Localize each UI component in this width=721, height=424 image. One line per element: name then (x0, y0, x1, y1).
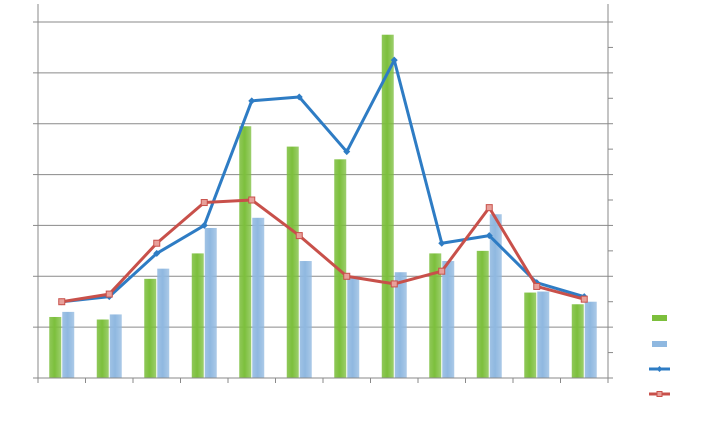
data-point (343, 272, 351, 280)
line-series (58, 56, 588, 306)
bar (429, 253, 442, 378)
data-point (438, 267, 446, 275)
bar (299, 261, 312, 378)
data-point (343, 148, 351, 156)
bar (571, 304, 584, 378)
legend-marker (656, 391, 663, 397)
data-point (200, 199, 208, 207)
data-point (153, 249, 161, 257)
bar (442, 261, 455, 378)
series-line (61, 58, 585, 304)
bar (62, 311, 75, 378)
data-point (295, 93, 303, 101)
data-point (295, 232, 303, 240)
bar (584, 301, 597, 378)
bar (96, 319, 109, 378)
data-point (390, 280, 398, 288)
bar (334, 159, 347, 378)
legend-key (652, 315, 667, 321)
bar (524, 292, 537, 378)
data-point (580, 295, 588, 303)
data-point (248, 97, 256, 105)
bar (49, 316, 62, 378)
bar (144, 278, 157, 378)
data-point (390, 56, 398, 64)
legend-key (652, 341, 667, 347)
bar (252, 217, 265, 378)
bar (109, 314, 122, 378)
bar-series (49, 34, 597, 378)
gridlines (38, 21, 608, 328)
data-point (485, 204, 493, 212)
data-point (105, 290, 113, 298)
bar (157, 268, 170, 378)
bar (239, 126, 252, 378)
bar (204, 227, 217, 378)
legend (649, 315, 670, 397)
bar (476, 250, 489, 378)
data-point (248, 196, 256, 204)
bar (381, 34, 394, 378)
series-line (61, 198, 585, 304)
bar (537, 291, 550, 378)
bar (347, 276, 360, 378)
data-point (533, 282, 541, 290)
axes (33, 4, 613, 383)
bar (191, 253, 204, 378)
bar (394, 272, 407, 378)
data-point (58, 298, 66, 306)
bar (489, 214, 502, 378)
data-point (438, 239, 446, 247)
bar (286, 146, 299, 378)
legend-marker (656, 366, 663, 372)
data-point (200, 221, 208, 229)
data-point (485, 232, 493, 240)
data-point (153, 239, 161, 247)
